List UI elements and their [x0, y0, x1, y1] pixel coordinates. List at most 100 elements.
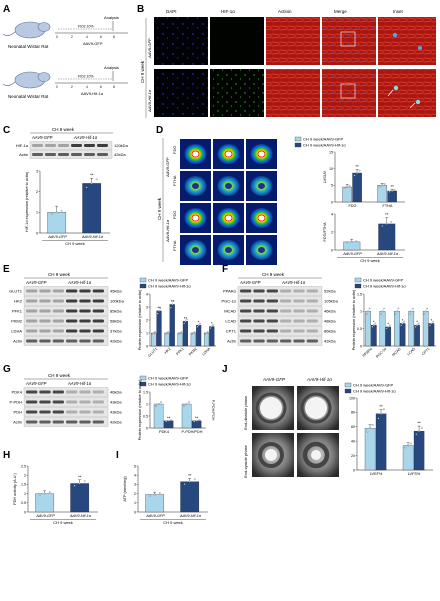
y-axis-label: FDG/FTHA — [323, 222, 327, 241]
column-header: AAV9-GFP — [262, 377, 285, 382]
x-tick-label: MCAD — [391, 347, 402, 358]
significance-mark: * — [198, 320, 200, 325]
significance-mark: * — [402, 318, 404, 323]
x-tick-label: AAV9-GFP — [342, 252, 362, 256]
significance-mark: ** — [184, 316, 188, 321]
data-point — [148, 495, 151, 497]
data-point — [432, 320, 434, 323]
data-point — [160, 401, 162, 403]
y-axis-label: HIF-1α expression (relative to actin) — [25, 171, 29, 232]
panel-letter-a: A — [3, 4, 10, 15]
rat-label: Neonatal Wistar Rat — [8, 44, 49, 49]
significance-mark: ** — [379, 404, 383, 409]
blot-group: AAV9-GFP — [25, 280, 47, 285]
timeline-ticks: 0 2 4 6 8 — [56, 35, 115, 39]
band-label: PDK4 — [12, 390, 23, 395]
bar — [70, 483, 90, 513]
y-axis-label: Protein expression (relative to actin) — [352, 289, 356, 350]
bar — [177, 332, 183, 347]
data-point — [401, 322, 404, 325]
band-kda: 120kDa — [114, 143, 129, 148]
blot-band — [79, 410, 91, 414]
x-tick-label: AAV9-Hif-1α — [179, 514, 202, 518]
data-point — [381, 184, 383, 187]
bar — [153, 403, 164, 429]
x-tick-label: PPARα — [362, 347, 373, 358]
y-tick-label: 100 — [349, 396, 355, 400]
data-point — [184, 320, 187, 323]
rat-tail — [2, 31, 16, 36]
bar — [156, 310, 162, 347]
blot-band — [253, 339, 265, 343]
micrograph-inset — [378, 17, 436, 65]
tick-label: 6 — [100, 35, 102, 39]
blot-band — [66, 329, 78, 333]
blot-band — [71, 144, 82, 147]
data-point — [164, 333, 167, 335]
data-point — [170, 419, 172, 422]
blot-band — [39, 289, 51, 293]
tracer-label: FTHA — [172, 240, 177, 251]
micrograph-row-hif — [154, 69, 436, 117]
band-kda: 42kDa — [324, 339, 336, 344]
blot-band — [92, 319, 104, 323]
band-kda: 42kDa — [110, 339, 122, 344]
significance-mark: ** — [417, 421, 421, 426]
band-kda: 43kDa — [110, 410, 122, 415]
band-kda: 42kDa — [114, 152, 126, 157]
bar — [414, 325, 420, 347]
tick-label: 8 — [113, 35, 115, 39]
bar — [378, 223, 396, 251]
data-point — [366, 430, 369, 433]
data-point — [193, 478, 196, 481]
blot-band — [92, 400, 104, 404]
micrograph-dapi — [154, 69, 208, 117]
bar — [203, 332, 210, 347]
legend-label: CH 9 week/AAV9-Hif-1α — [353, 389, 396, 394]
blot-group: AAV9-GFP — [25, 381, 47, 386]
x-tick-label: LVFS% — [408, 472, 421, 476]
y-tick-label: 1.5 — [143, 390, 148, 394]
blot-band — [92, 299, 104, 303]
blot-group: AAV9-Hif-1α — [67, 381, 92, 386]
bar — [385, 326, 392, 347]
data-point — [414, 326, 417, 328]
x-tick-label: PGC-1α — [375, 347, 387, 359]
y-tick-label: 0 — [36, 231, 38, 235]
data-point — [166, 332, 168, 334]
data-point — [353, 174, 356, 177]
bar-chart-i: 0 1 2 3 4 5 ATP (nmol/mg) AAV9-GFP ** AAV9-Hif-1α… — [123, 464, 208, 525]
band-label: GLUT1 — [9, 289, 23, 294]
legend-label: CH 9 week/AAV9-Hif-1α — [363, 284, 406, 289]
rat-label: Neonatal Wistar Rat — [8, 94, 49, 99]
lv-wall — [258, 442, 284, 468]
blot-band — [253, 309, 265, 313]
micrograph-actinin — [266, 69, 320, 117]
data-point — [385, 223, 388, 225]
blot-band — [39, 319, 51, 323]
significance-mark: ** — [78, 474, 82, 479]
blot-band — [26, 390, 38, 394]
y-tick-label: 2 — [331, 230, 333, 234]
bar — [343, 241, 361, 251]
y-tick-label: 0 — [360, 344, 362, 348]
blot-group: AAV9-GFP — [31, 135, 53, 140]
y-tick-label: 0.5 — [357, 327, 362, 331]
blot-band — [92, 329, 104, 333]
significance-mark: ** — [167, 415, 171, 420]
blot-band — [240, 319, 252, 323]
y-tick-label: 0.5 — [143, 414, 148, 418]
band-label: CPT1 — [226, 329, 237, 334]
blot-band — [26, 289, 38, 293]
y-tick-label: 2 — [134, 492, 136, 496]
y-tick-label: 1 — [146, 331, 148, 335]
pet-lv-cavity — [192, 183, 199, 189]
data-point — [424, 310, 427, 313]
pet-lv-cavity — [257, 150, 266, 158]
data-point — [380, 313, 382, 315]
band-kda: 52kDa — [324, 289, 336, 294]
significance-mark: ** — [188, 473, 192, 478]
